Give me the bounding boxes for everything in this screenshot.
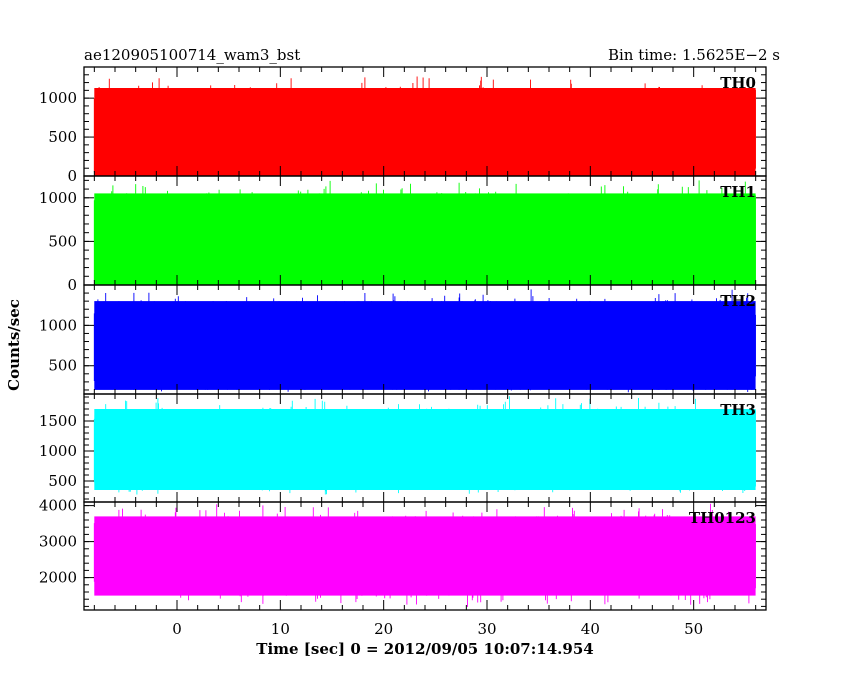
series-line-th2 xyxy=(93,289,756,393)
panels-group: 0 500 1000 TH0 0 500 1000 TH1 500 1000 TH2 500 1000 1… xyxy=(39,66,767,611)
y-tick-label: 3000 xyxy=(39,533,77,551)
panel-th3: 500 1000 1500 TH3 xyxy=(39,393,767,503)
y-tick-label: 500 xyxy=(48,232,77,250)
x-tick-label: 40 xyxy=(581,620,600,638)
panel-label-th0: TH0 xyxy=(720,74,756,92)
y-tick-label: 1000 xyxy=(39,442,77,460)
panel-th0: 0 500 1000 TH0 xyxy=(39,66,767,185)
y-tick-label: 500 xyxy=(48,472,77,490)
panel-th2: 500 1000 TH2 xyxy=(39,284,767,395)
panel-label-th0123: TH0123 xyxy=(689,509,756,527)
panel-th0123: 2000 3000 4000 TH0123 xyxy=(39,497,767,611)
series-line-th0123 xyxy=(93,503,756,607)
x-tick-label: 30 xyxy=(477,620,496,638)
y-tick-label: 1500 xyxy=(39,412,77,430)
x-tick-label: 20 xyxy=(374,620,393,638)
y-tick-label: 500 xyxy=(48,357,77,375)
panel-label-th1: TH1 xyxy=(720,183,756,201)
y-tick-label: 1000 xyxy=(39,316,77,334)
panel-label-th2: TH2 xyxy=(720,292,756,310)
panel-th1: 0 500 1000 TH1 xyxy=(39,175,767,294)
x-tick-label: 0 xyxy=(172,620,182,638)
y-tick-label: 4000 xyxy=(39,497,77,515)
chart-title: ae120905100714_wam3_bst xyxy=(84,46,300,64)
y-tick-label: 0 xyxy=(67,276,77,294)
y-axis-title: Counts/sec xyxy=(5,299,23,391)
y-tick-label: 1000 xyxy=(39,189,77,207)
x-axis-title: Time [sec] 0 = 2012/09/05 10:07:14.954 xyxy=(256,640,593,658)
x-tick-label: 50 xyxy=(684,620,703,638)
y-tick-label: 1000 xyxy=(39,89,77,107)
series-line-th3 xyxy=(93,396,756,495)
bin-time-label: Bin time: 1.5625E−2 s xyxy=(608,46,780,64)
y-tick-label: 500 xyxy=(48,128,77,146)
y-tick-label: 0 xyxy=(67,167,77,185)
x-tick-label: 10 xyxy=(271,620,290,638)
panel-label-th3: TH3 xyxy=(720,401,756,419)
y-tick-label: 2000 xyxy=(39,569,77,587)
series-line-th0 xyxy=(93,76,756,175)
x-axis: 0 10 20 30 40 50 xyxy=(172,620,703,638)
series-line-th1 xyxy=(93,180,756,284)
